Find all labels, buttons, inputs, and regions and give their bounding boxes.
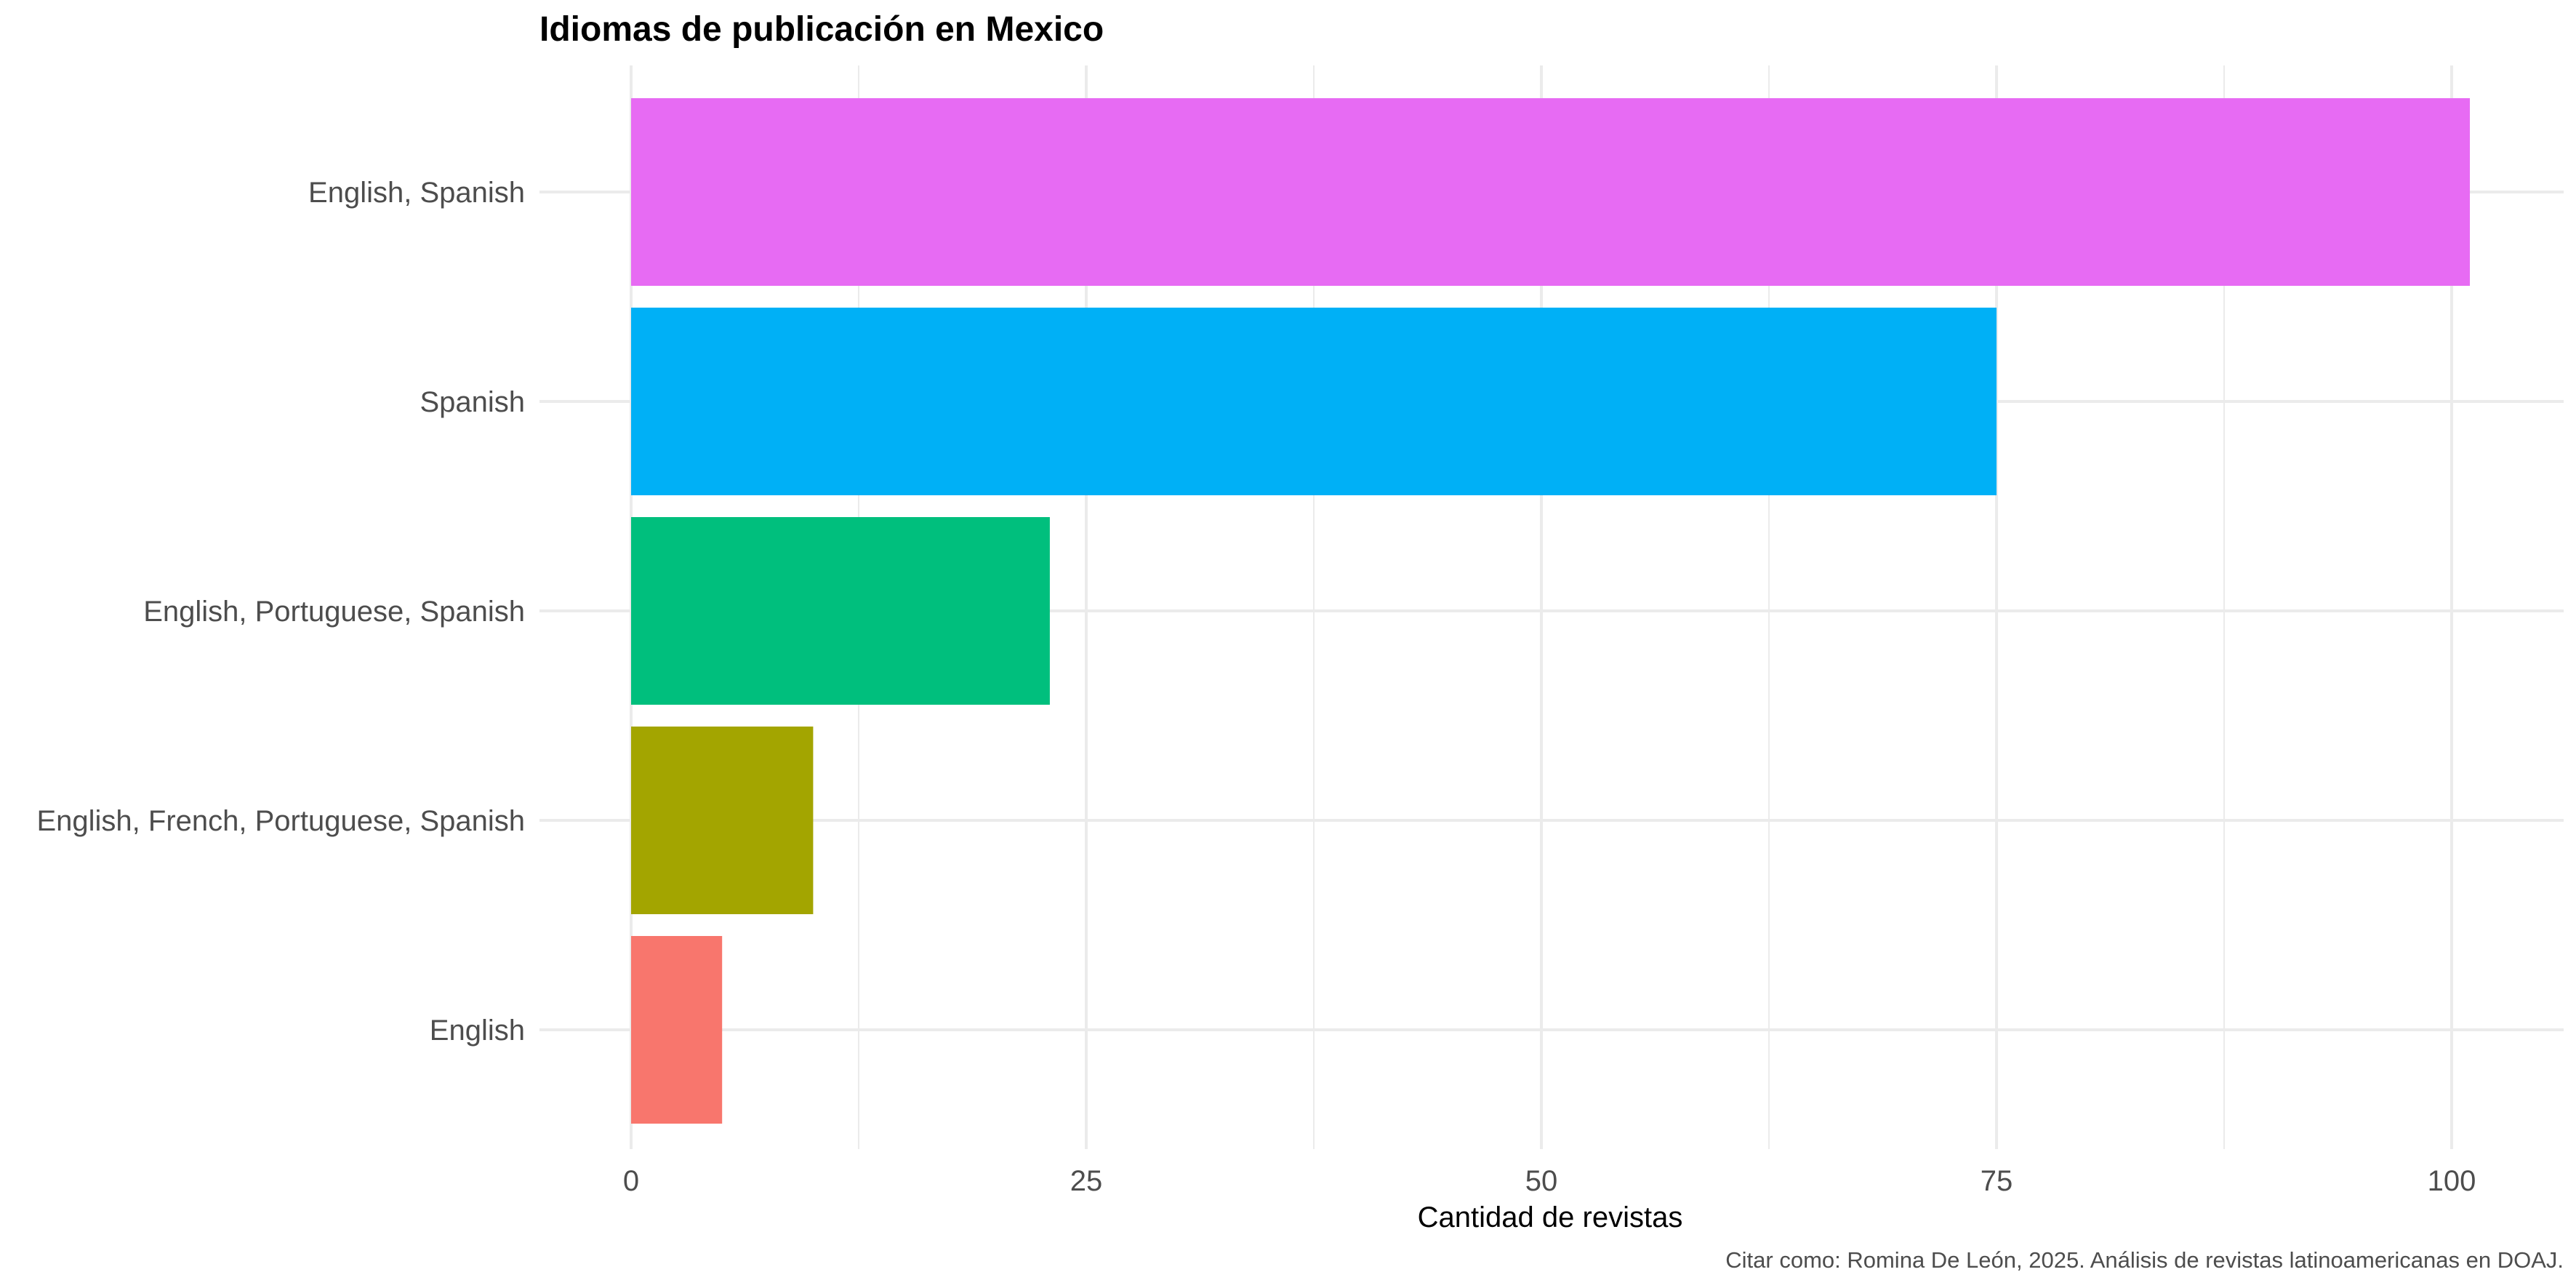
bar-4 <box>631 936 723 1124</box>
y-tick-label-1: Spanish <box>420 386 525 418</box>
bar-3 <box>631 727 814 914</box>
chart-caption: Citar como: Romina De León, 2025. Anális… <box>1725 1247 2564 1273</box>
x-axis-tick-labels: 0 25 50 75 100 <box>623 1165 2476 1197</box>
x-tick-label-1: 25 <box>1070 1165 1103 1197</box>
x-tick-label-3: 75 <box>1981 1165 2013 1197</box>
y-tick-label-3: English, French, Portuguese, Spanish <box>36 805 525 837</box>
y-tick-label-0: English, Spanish <box>308 177 525 209</box>
bar-0 <box>631 98 2471 286</box>
x-tick-label-2: 50 <box>1525 1165 1558 1197</box>
bar-1 <box>631 308 1997 495</box>
bar-2 <box>631 517 1050 705</box>
x-axis-title: Cantidad de revistas <box>1418 1201 1683 1233</box>
x-tick-label-4: 100 <box>2428 1165 2476 1197</box>
x-tick-label-0: 0 <box>623 1165 639 1197</box>
y-tick-label-2: English, Portuguese, Spanish <box>143 596 525 628</box>
chart-title: Idiomas de publicación en Mexico <box>539 10 1104 49</box>
y-axis-tick-labels: English, Spanish Spanish English, Portugue… <box>36 177 525 1047</box>
bars <box>631 98 2471 1124</box>
y-tick-label-4: English <box>430 1015 525 1047</box>
